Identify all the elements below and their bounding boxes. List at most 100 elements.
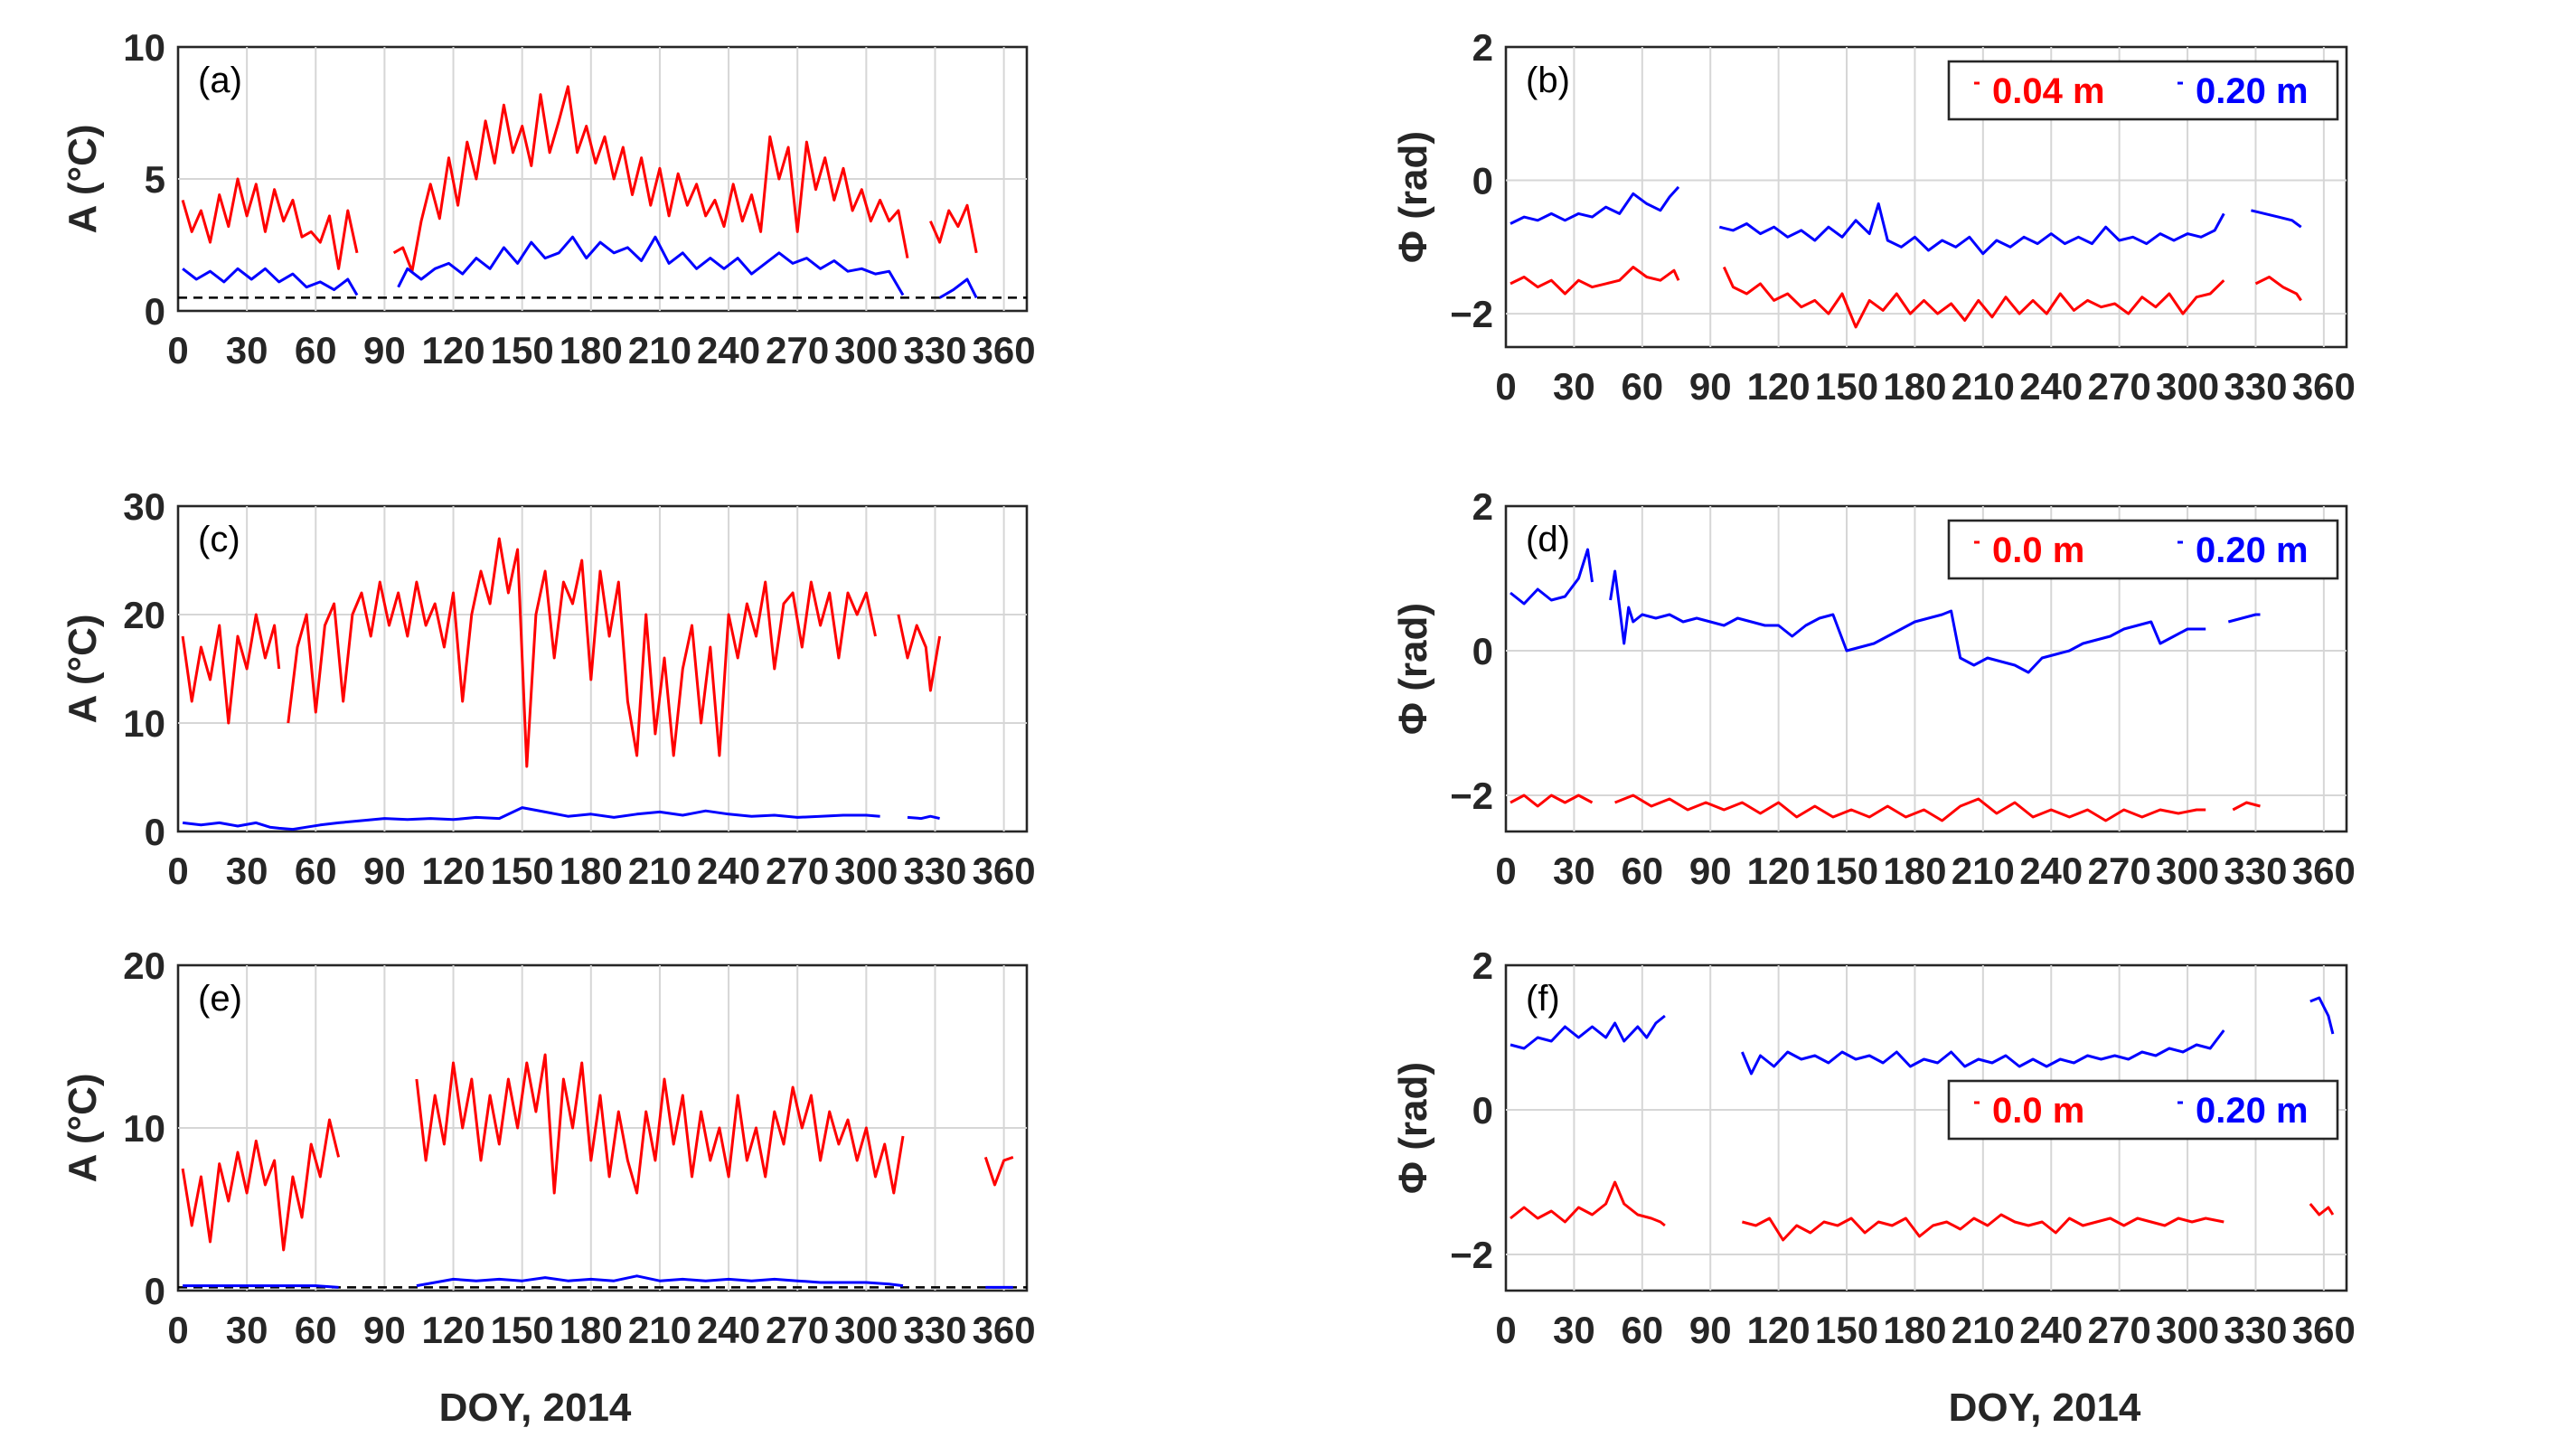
x-tick-label: 240 [697, 1309, 760, 1351]
x-tick-label: 90 [1689, 1309, 1732, 1351]
y-axis-label: Φ (rad) [1391, 131, 1435, 263]
y-axis-label: A (°C) [61, 124, 105, 233]
x-tick-label: 30 [226, 850, 268, 892]
x-tick-label: 90 [363, 329, 406, 371]
y-tick-label: 5 [145, 158, 165, 201]
y-tick-label: −2 [1450, 1234, 1493, 1276]
series-line-0-0-m [181, 613, 281, 725]
y-tick-label: 0 [1472, 160, 1493, 202]
legend-entry: 0.0 m [1992, 1091, 2084, 1131]
legend-box [1947, 1079, 2339, 1141]
y-tick-label: 0 [1472, 1089, 1493, 1132]
x-tick-label: 150 [491, 1309, 554, 1351]
x-tick-label: 150 [1815, 850, 1878, 892]
legend-entry: 0.0 m [1992, 531, 2084, 570]
legend-entry: 0.20 m [2196, 71, 2309, 111]
x-tick-label: 90 [363, 850, 406, 892]
series-line-0-04-m [2254, 276, 2302, 302]
x-tick-label: 240 [697, 329, 760, 371]
panel-f: 0 30 60 90 120 150 180 210 240 270 300 330 360−202(f… [1391, 944, 2356, 1351]
series-line-0-0-m [2309, 1203, 2335, 1216]
x-tick-label: 360 [2292, 1309, 2356, 1351]
series-line-0-20-m [1609, 569, 2206, 674]
panel-label: (f) [1526, 979, 1560, 1019]
x-tick-label: 0 [1495, 1309, 1516, 1351]
series-line-0-20-m [2227, 613, 2261, 624]
x-tick-label: 270 [766, 1309, 829, 1351]
x-tick-label: 90 [1689, 365, 1732, 408]
y-tick-label: 2 [1472, 26, 1493, 69]
x-tick-label: 60 [1621, 1309, 1663, 1351]
series-line-0-0-m [287, 537, 877, 768]
x-tick-label: 120 [1747, 365, 1811, 408]
series-line-0-04-m [1510, 266, 1680, 296]
y-tick-label: 0 [1472, 630, 1493, 672]
x-tick-label: 30 [1553, 1309, 1595, 1351]
series-line-0-04-m [929, 203, 978, 254]
x-tick-label: 120 [422, 329, 485, 371]
x-tick-label: 360 [973, 850, 1036, 892]
series-line-0-0-m [2232, 801, 2261, 812]
x-tick-label: 180 [560, 1309, 623, 1351]
series-line-0-0-m [897, 614, 942, 692]
x-tick-label: 30 [226, 329, 268, 371]
series-line-0-0-m [1614, 794, 2206, 822]
x-tick-label: 30 [226, 1309, 268, 1351]
x-tick-label: 300 [834, 329, 898, 371]
series-line-0-20-m [183, 1284, 339, 1289]
x-tick-label: 180 [1883, 1309, 1946, 1351]
y-tick-label: 20 [123, 944, 165, 987]
x-tick-label: 210 [628, 329, 691, 371]
y-tick-label: 30 [123, 485, 165, 528]
x-tick-label: 210 [1952, 365, 2015, 408]
y-tick-label: 0 [145, 290, 165, 333]
x-tick-label: 270 [2088, 850, 2151, 892]
plot-area [176, 504, 1029, 833]
series-line-0-0-m [415, 1053, 905, 1195]
panel-label: (d) [1526, 520, 1570, 559]
x-tick-label: 330 [2224, 850, 2287, 892]
x-tick-label: 360 [2292, 850, 2356, 892]
series-line-0-20-m [1510, 185, 1680, 225]
x-tick-label: 120 [1747, 1309, 1811, 1351]
series-line-0-0-m [1510, 794, 1594, 808]
series-line-0-20-m [397, 235, 905, 296]
series-line-0-04-m [181, 177, 359, 270]
y-tick-label: 10 [123, 702, 165, 745]
x-axis-label-left: DOY, 2014 [439, 1386, 632, 1430]
legend: 0.0 m 0.20 m [1947, 519, 2339, 580]
x-tick-label: 60 [295, 329, 337, 371]
x-tick-label: 360 [973, 1309, 1036, 1351]
x-tick-label: 270 [766, 850, 829, 892]
legend: 0.04 m 0.20 m [1947, 60, 2339, 121]
y-tick-label: 20 [123, 594, 165, 636]
y-axis-label: Φ (rad) [1391, 1062, 1435, 1194]
panel-a: 0 30 60 90 120 150 180 210 240 270 300 330 360 0 5 10 (a… [61, 26, 1036, 371]
panel-label: (e) [198, 979, 242, 1019]
x-tick-label: 150 [1815, 1309, 1878, 1351]
y-tick-label: 10 [123, 1107, 165, 1150]
x-tick-label: 330 [903, 1309, 966, 1351]
series-line-0-04-m [1722, 266, 2225, 329]
x-tick-label: 240 [2019, 1309, 2083, 1351]
x-tick-label: 240 [697, 850, 760, 892]
series-line-0-20-m [182, 267, 359, 296]
x-tick-label: 300 [834, 1309, 898, 1351]
series-line-0-20-m [907, 814, 940, 821]
series-line-0-20-m [1718, 202, 2225, 256]
x-tick-label: 270 [2088, 1309, 2151, 1351]
series-line-0-20-m [182, 806, 880, 831]
x-tick-label: 0 [1495, 850, 1516, 892]
series-line-0-0-m [1510, 1180, 1666, 1227]
x-tick-label: 180 [560, 329, 623, 371]
x-tick-label: 30 [1553, 850, 1595, 892]
series-line-0-20-m [1741, 1029, 2225, 1076]
x-tick-label: 90 [363, 1309, 406, 1351]
panel-e: 0 30 60 90 120 150 180 210 240 270 300 330 360 0 10 20 (… [61, 944, 1036, 1351]
x-tick-label: 180 [1883, 365, 1946, 408]
legend-entry: 0.20 m [2196, 1091, 2309, 1131]
panel-label: (a) [198, 61, 242, 100]
x-tick-label: 0 [167, 850, 188, 892]
x-axis-label-right: DOY, 2014 [1949, 1386, 2141, 1430]
